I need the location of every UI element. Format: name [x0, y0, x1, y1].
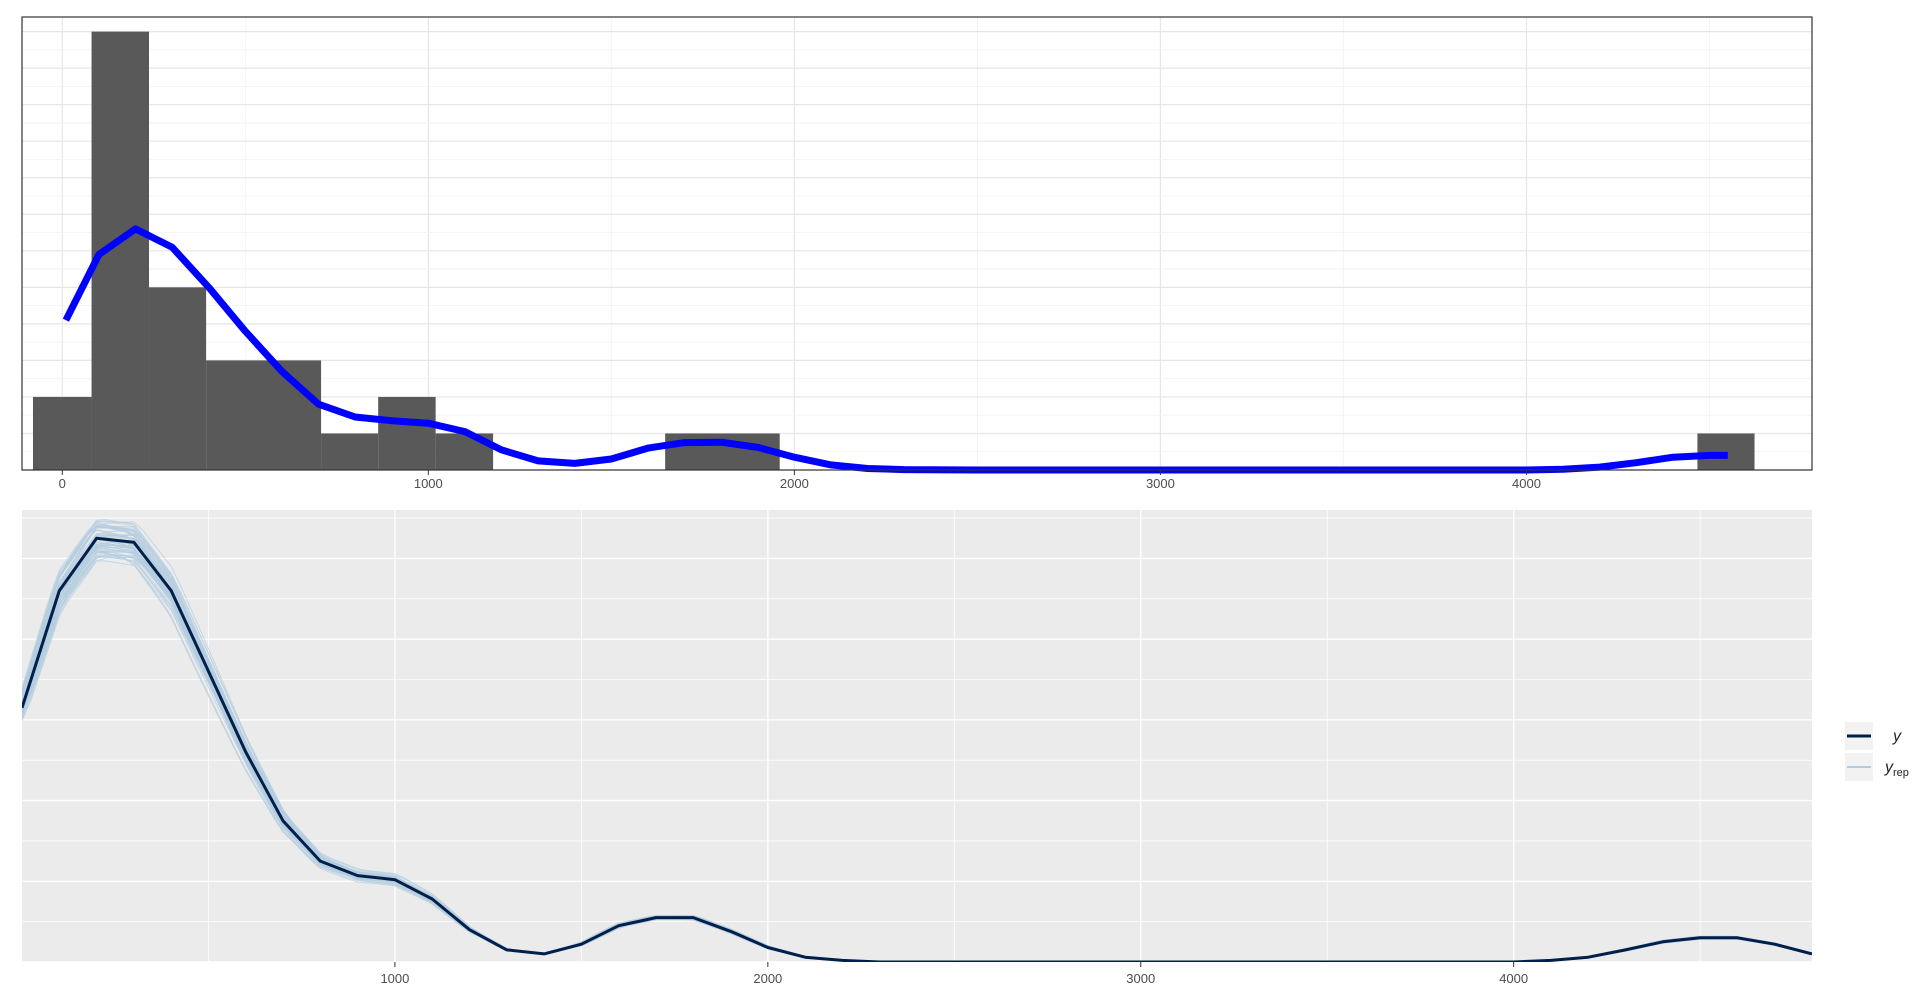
histogram-bar-5	[378, 396, 436, 470]
x-tick-label: 1000	[380, 971, 409, 986]
legend-label: y	[1892, 728, 1902, 745]
x-tick-label: 0	[59, 476, 66, 491]
x-tick-label: 1000	[414, 476, 443, 491]
x-tick-label: 2000	[753, 971, 782, 986]
histogram-bar-8	[1697, 433, 1755, 470]
panel-background	[22, 510, 1812, 962]
histogram-panel: 0 1000 2000 3000 4000	[21, 16, 1813, 491]
legend-label: yrep	[1884, 759, 1909, 779]
legend-label-subscript: rep	[1893, 767, 1909, 779]
replicate-density-line	[22, 521, 1812, 962]
replicate-density-line	[22, 533, 1812, 962]
x-tick-label: 3000	[1126, 971, 1155, 986]
legend: y yrep	[1845, 722, 1909, 781]
panel-border	[21, 16, 1813, 471]
observed-group	[22, 536, 1812, 962]
x-tick-label: 2000	[780, 476, 809, 491]
replicate-density-line	[22, 534, 1812, 962]
observed-density-line	[22, 536, 1812, 962]
replicate-density-line	[22, 526, 1812, 962]
x-tick-label: 4000	[1499, 971, 1528, 986]
histogram-bar-2	[149, 287, 207, 470]
replicate-density-line	[22, 554, 1812, 962]
histogram-bar-4	[321, 433, 379, 470]
histogram-bar-0	[32, 396, 92, 470]
x-tick-label: 3000	[1146, 476, 1175, 491]
density-overlay-panel: 1000 2000 3000 4000	[22, 510, 1812, 986]
histogram-bar-3	[206, 360, 322, 470]
x-tick-label: 4000	[1512, 476, 1541, 491]
